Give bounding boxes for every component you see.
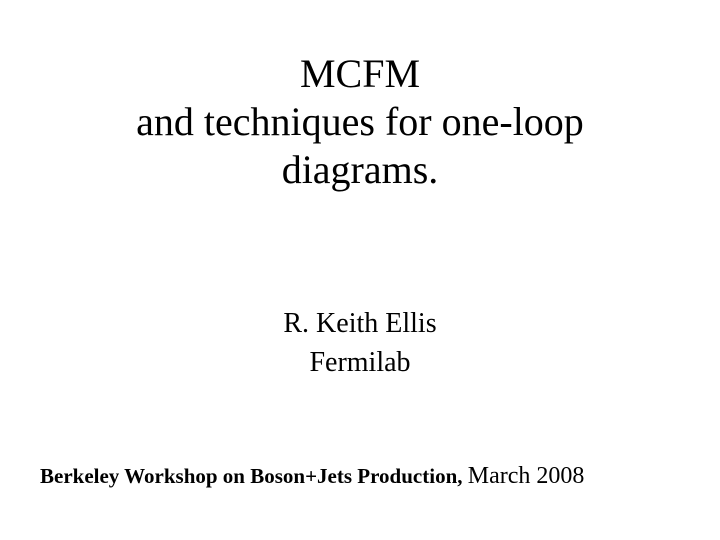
footer-block: Berkeley Workshop on Boson+Jets Producti… xyxy=(40,463,584,490)
footer-workshop: Berkeley Workshop on Boson+Jets Producti… xyxy=(40,464,468,488)
title-line-2: and techniques for one-loop xyxy=(60,98,660,146)
title-block: MCFM and techniques for one-loop diagram… xyxy=(60,50,660,194)
footer-date: March 2008 xyxy=(468,463,585,489)
title-line-1: MCFM xyxy=(60,50,660,98)
slide-container: MCFM and techniques for one-loop diagram… xyxy=(0,0,720,540)
author-name: R. Keith Ellis xyxy=(60,304,660,343)
title-line-3: diagrams. xyxy=(60,146,660,194)
author-block: R. Keith Ellis Fermilab xyxy=(60,304,660,382)
author-affiliation: Fermilab xyxy=(60,343,660,382)
